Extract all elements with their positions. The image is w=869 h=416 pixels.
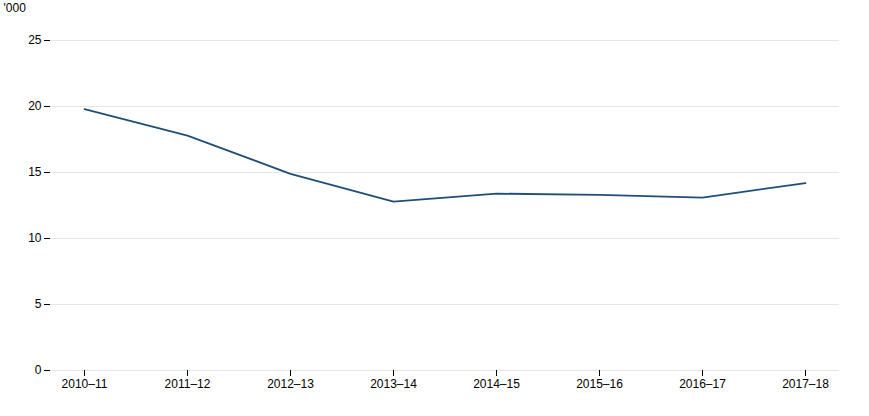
svg-text:20: 20 xyxy=(28,99,42,113)
svg-text:10: 10 xyxy=(28,231,42,245)
svg-text:5: 5 xyxy=(35,297,42,311)
svg-text:2015–16: 2015–16 xyxy=(576,377,623,391)
svg-text:2010–11: 2010–11 xyxy=(62,377,108,391)
svg-text:2013–14: 2013–14 xyxy=(370,377,417,391)
svg-text:25: 25 xyxy=(28,33,42,47)
svg-text:15: 15 xyxy=(28,165,42,179)
svg-text:2011–12: 2011–12 xyxy=(165,377,211,391)
svg-text:'000: '000 xyxy=(4,1,27,15)
svg-text:2016–17: 2016–17 xyxy=(679,377,726,391)
svg-text:2014–15: 2014–15 xyxy=(473,377,520,391)
svg-text:2017–18: 2017–18 xyxy=(782,377,829,391)
svg-text:2012–13: 2012–13 xyxy=(267,377,314,391)
svg-text:0: 0 xyxy=(35,363,42,377)
